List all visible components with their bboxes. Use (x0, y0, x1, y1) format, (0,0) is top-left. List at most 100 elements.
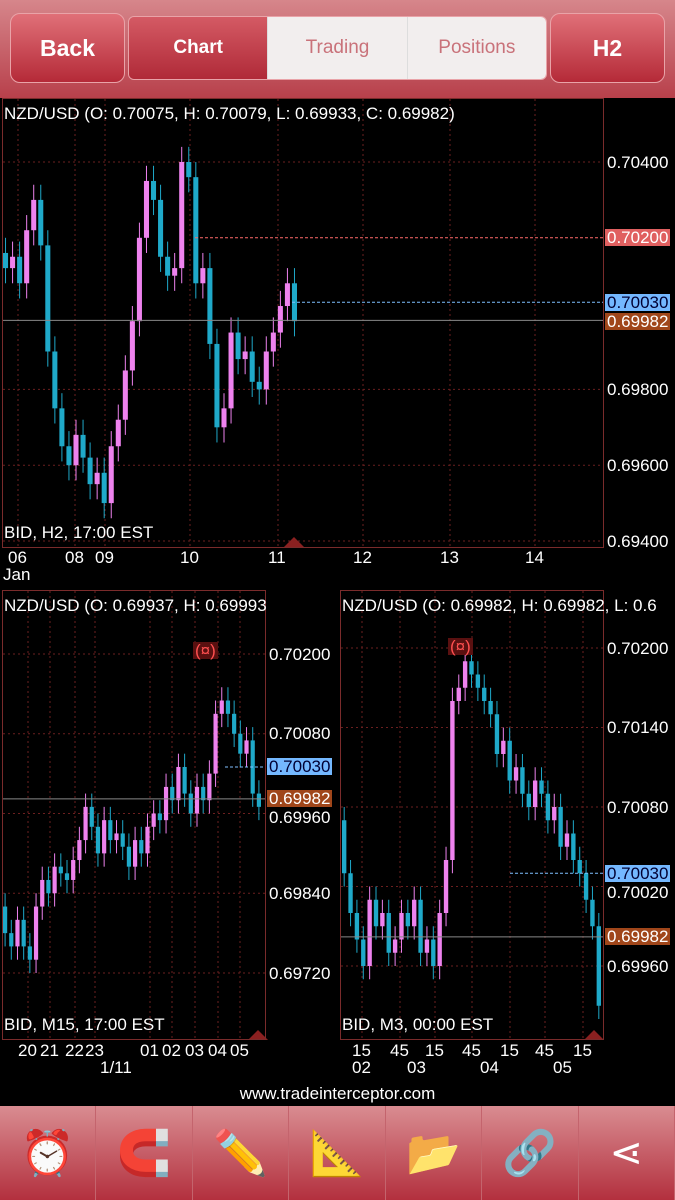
bull-candle (179, 162, 185, 269)
y-tick-label: 0.70020 (607, 882, 669, 902)
bear-candle (165, 256, 171, 276)
bull-candle (172, 268, 178, 276)
main-chart-footer: BID, H2, 17:00 EST (4, 523, 154, 542)
drawing-tools-icon[interactable]: ✏️ (193, 1106, 290, 1200)
event-marker: (¤) (193, 641, 218, 660)
bull-candle (122, 370, 128, 420)
bear-candle (482, 687, 487, 701)
m3-chart-frame[interactable] (340, 590, 604, 1040)
x-tick-label: 21 (40, 1041, 59, 1060)
bull-candle (151, 813, 156, 827)
m15-chart-frame[interactable] (2, 590, 266, 1040)
bear-candle (182, 766, 187, 794)
bear-candle (170, 786, 175, 801)
y-tick-label: 0.70200 (607, 638, 669, 658)
bear-candle (342, 820, 347, 874)
tab-group: Chart Trading Positions (128, 16, 547, 80)
bear-candle (526, 793, 531, 807)
x-tick-label: 09 (95, 548, 114, 567)
x-tick-label: 20 (18, 1041, 37, 1060)
x-tick-label: 02 (162, 1041, 181, 1060)
alarm-clock-icon[interactable]: ⏰ (0, 1106, 97, 1200)
link-icon[interactable]: 🔗 (482, 1106, 579, 1200)
share-icon[interactable]: ⋖ (579, 1106, 675, 1200)
bull-candle (244, 740, 249, 754)
y-tick-label: 0.69960 (607, 956, 669, 976)
bear-candle (386, 913, 391, 953)
bear-candle (488, 701, 493, 715)
bull-candle (450, 701, 455, 860)
bear-candle (188, 793, 193, 814)
bull-candle (77, 840, 82, 861)
bear-candle (9, 933, 14, 947)
bull-candle (176, 766, 181, 801)
bull-candle (228, 332, 234, 409)
bid-price-tag: 0.70030 (267, 757, 333, 777)
top-bar: Back Chart Trading Positions H2 (0, 0, 675, 98)
tab-positions[interactable]: Positions (406, 17, 546, 79)
bear-candle (59, 408, 65, 447)
bull-candle (456, 687, 461, 701)
bear-candle (348, 873, 353, 913)
bull-candle (83, 806, 88, 841)
bear-candle (120, 833, 125, 847)
bear-candle (469, 661, 474, 675)
bear-candle (3, 906, 8, 934)
bull-candle (108, 446, 114, 504)
m3-chart-title: NZD/USD (O: 0.69982, H: 0.69982, L: 0.6 (342, 597, 657, 615)
tab-trading[interactable]: Trading (267, 17, 407, 79)
x-tick-label: 15 (573, 1041, 592, 1060)
y-tick-label: 0.69800 (607, 379, 669, 399)
bear-candle (58, 866, 63, 874)
bear-candle (354, 913, 360, 940)
bear-candle (361, 939, 366, 966)
bull-candle (424, 939, 430, 953)
bear-candle (64, 873, 70, 880)
bull-candle (207, 773, 212, 801)
y-tick-label: 0.70400 (607, 152, 669, 172)
bear-candle (207, 268, 213, 344)
charts-canvas[interactable] (0, 0, 675, 1106)
bear-candle (256, 793, 261, 807)
bull-candle (163, 786, 169, 821)
x-tick-label: 13 (440, 548, 459, 567)
bear-candle (475, 674, 481, 688)
bear-candle (95, 826, 101, 854)
bull-candle (24, 230, 30, 284)
bull-candle (71, 860, 76, 880)
bear-candle (52, 351, 58, 409)
bear-candle (590, 899, 595, 927)
bull-candle (367, 899, 372, 966)
folder-icon[interactable]: 📂 (386, 1106, 483, 1200)
bull-candle (133, 840, 138, 867)
bear-candle (539, 780, 544, 794)
bull-candle (114, 833, 119, 841)
main-chart-frame[interactable] (2, 98, 604, 548)
bull-candle (52, 866, 57, 894)
bear-candle (418, 899, 423, 953)
bid-price-tag: 0.70030 (605, 863, 671, 883)
bull-candle (200, 268, 206, 284)
x-tick-label: 06 (8, 548, 27, 567)
x-date-label: 02 (352, 1058, 371, 1077)
magnet-icon[interactable]: 🧲 (96, 1106, 193, 1200)
x-tick-label: 45 (535, 1041, 554, 1060)
back-button[interactable]: Back (10, 13, 125, 83)
drawing-tools-alert-icon[interactable]: 📐 (289, 1106, 386, 1200)
bear-candle (373, 899, 379, 927)
bear-candle (157, 813, 162, 821)
bull-candle (73, 434, 79, 466)
bear-candle (108, 820, 113, 841)
close-price-tag: 0.69982 (605, 927, 671, 947)
bear-candle (558, 807, 563, 847)
bear-candle (158, 199, 164, 257)
event-marker: (¤) (448, 637, 473, 656)
timeframe-button[interactable]: H2 (550, 13, 665, 83)
x-tick-label: 10 (180, 548, 199, 567)
bear-candle (256, 381, 262, 390)
x-tick-label: 14 (525, 548, 544, 567)
bear-candle (38, 199, 44, 246)
x-tick-label: 04 (208, 1041, 227, 1060)
tab-chart[interactable]: Chart (129, 17, 268, 79)
website-url[interactable]: www.tradeinterceptor.com (239, 1084, 436, 1103)
